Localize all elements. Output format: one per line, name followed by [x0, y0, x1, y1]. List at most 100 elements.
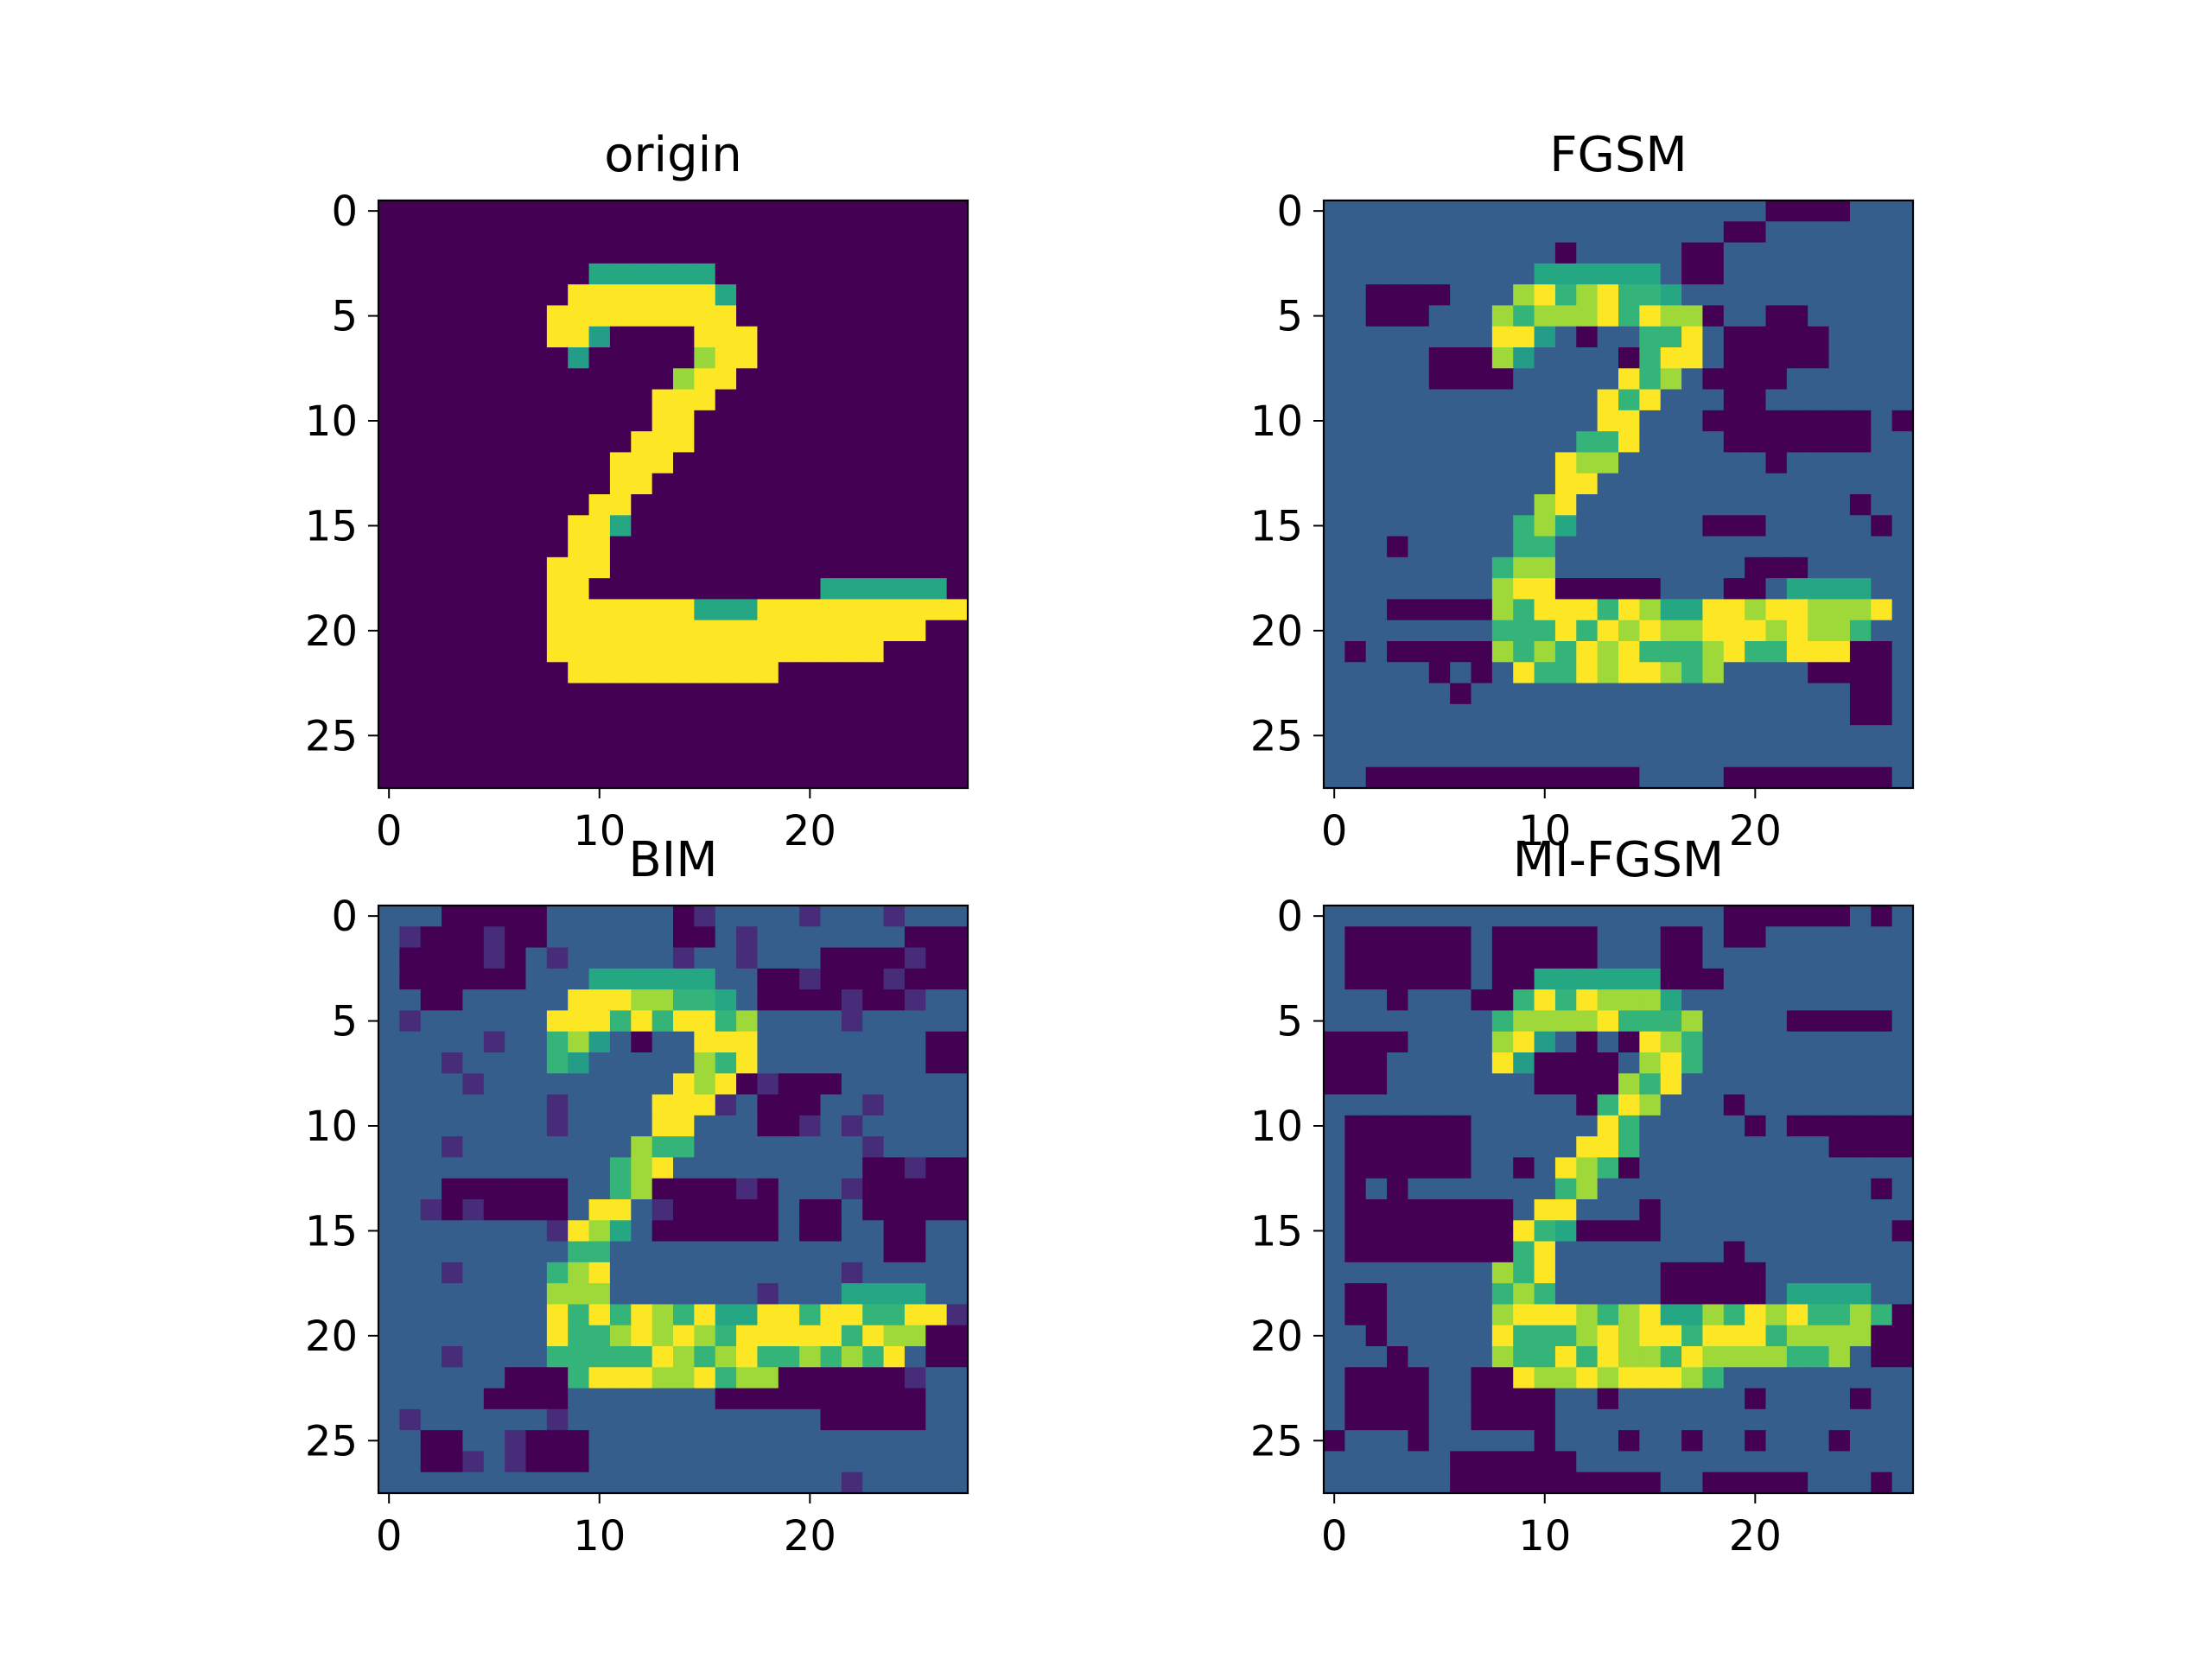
heatmap-cell [420, 305, 442, 327]
heatmap-cell [1365, 1010, 1388, 1033]
heatmap-cell [1808, 515, 1830, 537]
heatmap-cell [652, 1073, 674, 1096]
heatmap-cell [1387, 947, 1409, 969]
heatmap-cell [1828, 906, 1851, 927]
heatmap-cell [1471, 1052, 1493, 1074]
heatmap-cell [1324, 1031, 1345, 1053]
heatmap-cell [1745, 662, 1767, 684]
heatmap-cell [1471, 725, 1493, 747]
heatmap-cell [1324, 906, 1345, 927]
heatmap-cell [1450, 947, 1472, 969]
heatmap-cell [1513, 326, 1535, 348]
heatmap-cell [946, 725, 969, 747]
heatmap-cell [1324, 263, 1345, 285]
heatmap-cell [652, 906, 674, 927]
heatmap-cell [442, 263, 464, 285]
heatmap-cell [588, 1388, 611, 1410]
heatmap-cell [399, 746, 422, 768]
heatmap-cell [546, 1241, 569, 1263]
heatmap-cell [588, 662, 611, 684]
heatmap-cell [1681, 926, 1704, 949]
heatmap-cell [462, 926, 485, 949]
heatmap-cell [1723, 703, 1745, 726]
heatmap-cell [1576, 641, 1599, 663]
heatmap-cell [1513, 536, 1535, 558]
heatmap-cell [1871, 1408, 1893, 1431]
heatmap-cell [757, 347, 779, 369]
heatmap-cell [715, 556, 737, 579]
heatmap-cell [1871, 1115, 1893, 1137]
heatmap-cell [736, 1430, 759, 1452]
heatmap-cell [820, 200, 842, 222]
heatmap-cell [1745, 725, 1767, 747]
heatmap-cell [1786, 1136, 1808, 1159]
heatmap-cell [778, 431, 800, 454]
heatmap-cell [694, 347, 716, 369]
heatmap-cell [757, 1199, 779, 1221]
heatmap-cell [757, 578, 779, 601]
heatmap-cell [1681, 389, 1704, 411]
heatmap-cell [1618, 1388, 1640, 1410]
heatmap-cell [1618, 536, 1640, 558]
heatmap-cell [1471, 1241, 1493, 1263]
heatmap-cell [1324, 989, 1345, 1012]
heatmap-cell [778, 200, 800, 222]
heatmap-cell [1324, 494, 1345, 516]
heatmap-cell [946, 200, 969, 222]
heatmap-cell [1681, 1388, 1704, 1410]
heatmap-cell [1618, 1367, 1640, 1389]
heatmap-cell [736, 305, 759, 327]
heatmap-cell [1745, 1241, 1767, 1263]
heatmap-cell [862, 1430, 885, 1452]
heatmap-cell [1891, 906, 1914, 927]
heatmap-cell [652, 452, 674, 474]
heatmap-cell [1344, 473, 1367, 495]
heatmap-cell [1597, 305, 1619, 327]
heatmap-cell [525, 746, 548, 768]
heatmap-cell [525, 556, 548, 579]
heatmap-cell [1828, 389, 1851, 411]
heatmap-cell [1597, 1220, 1619, 1243]
heatmap-cell [1765, 326, 1788, 348]
heatmap-cell [757, 410, 779, 432]
heatmap-cell [1513, 1408, 1535, 1431]
heatmap-cell [1450, 326, 1472, 348]
heatmap-cell [694, 1388, 716, 1410]
heatmap-cell [799, 578, 822, 601]
heatmap-cell [631, 620, 653, 642]
heatmap-cell [546, 284, 569, 307]
heatmap-cell [820, 662, 842, 684]
heatmap-cell [1408, 1325, 1430, 1347]
heatmap-cell [1745, 284, 1767, 307]
heatmap-cell [715, 410, 737, 432]
heatmap-cell [505, 968, 527, 990]
heatmap-cell [1702, 556, 1725, 579]
heatmap-cell [1387, 578, 1409, 601]
heatmap-cell [525, 1283, 548, 1306]
heatmap-cell [631, 906, 653, 927]
heatmap-cell [1554, 1220, 1577, 1243]
heatmap-cell [1808, 1304, 1830, 1326]
heatmap-cell [946, 746, 969, 768]
heatmap-cell [1639, 221, 1662, 244]
heatmap-cell [715, 1157, 737, 1179]
axes-frame [377, 904, 969, 1495]
heatmap-cell [1660, 725, 1682, 747]
heatmap-cell [820, 1283, 842, 1306]
heatmap-cell [652, 368, 674, 391]
heatmap-cell [946, 389, 969, 411]
heatmap-cell [442, 389, 464, 411]
heatmap-cell [715, 1325, 737, 1347]
heatmap-cell [1702, 906, 1725, 927]
heatmap-cell [1554, 1094, 1577, 1116]
heatmap-cell [420, 1451, 442, 1473]
heatmap-cell [799, 1367, 822, 1389]
heatmap-cell [1576, 1262, 1599, 1284]
heatmap-cell [1702, 1178, 1725, 1200]
heatmap-cell [378, 989, 400, 1012]
heatmap-cell [378, 683, 400, 705]
heatmap-cell [1491, 926, 1514, 949]
heatmap-cell [609, 494, 632, 516]
heatmap-cell [378, 1430, 400, 1452]
heatmap-cell [1513, 1052, 1535, 1074]
